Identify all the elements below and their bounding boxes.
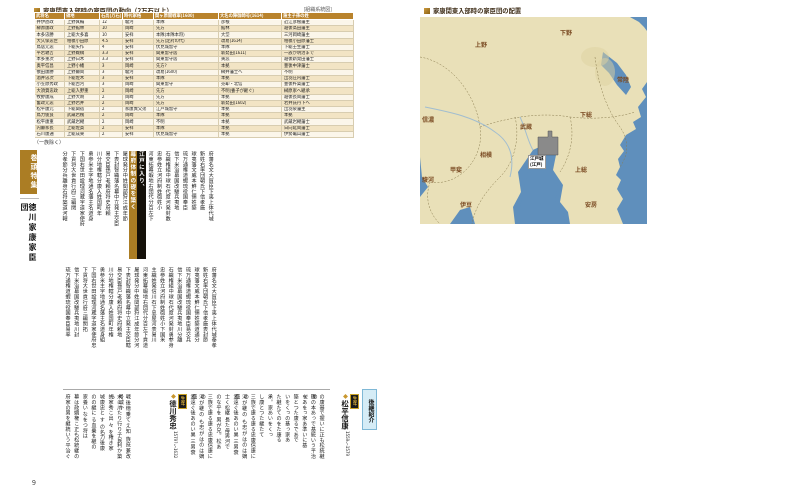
svg-text:安房: 安房 bbox=[585, 200, 597, 209]
svg-text:常陸: 常陸 bbox=[617, 75, 629, 84]
svg-text:上野: 上野 bbox=[475, 40, 487, 49]
svg-text:信濃: 信濃 bbox=[422, 115, 434, 124]
svg-text:下総: 下総 bbox=[580, 110, 592, 119]
svg-text:駿河: 駿河 bbox=[422, 175, 434, 184]
svg-text:甲斐: 甲斐 bbox=[450, 165, 462, 174]
svg-text:伊豆: 伊豆 bbox=[460, 200, 472, 209]
svg-text:武蔵: 武蔵 bbox=[520, 122, 532, 131]
svg-text:上総: 上総 bbox=[575, 165, 587, 174]
svg-text:下野: 下野 bbox=[560, 28, 572, 37]
svg-text:相模: 相模 bbox=[480, 150, 492, 159]
